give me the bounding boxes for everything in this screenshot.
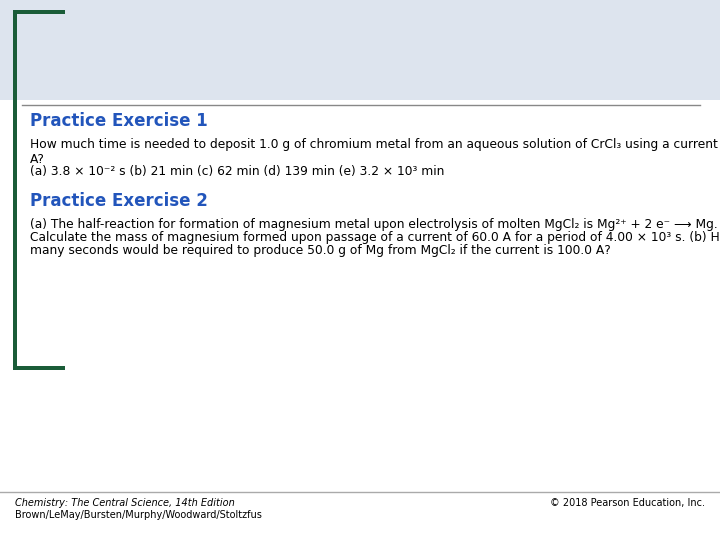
Text: Brown/LeMay/Bursten/Murphy/Woodward/Stoltzfus: Brown/LeMay/Bursten/Murphy/Woodward/Stol…	[15, 510, 262, 520]
Text: How much time is needed to deposit 1.0 g of chromium metal from an aqueous solut: How much time is needed to deposit 1.0 g…	[30, 138, 720, 151]
Text: Chemistry: The Central Science, 14th Edition: Chemistry: The Central Science, 14th Edi…	[15, 498, 235, 508]
Text: Practice Exercise 2: Practice Exercise 2	[30, 192, 208, 210]
Text: A?: A?	[30, 153, 45, 166]
Text: many seconds would be required to produce 50.0 g of Mg from MgCl₂ if the current: many seconds would be required to produc…	[30, 244, 611, 257]
Text: Relating Electrical Charge and Quantity: Relating Electrical Charge and Quantity	[360, 38, 720, 57]
Text: Practice Exercise 1: Practice Exercise 1	[30, 112, 208, 130]
Text: (a) 3.8 × 10⁻² s (b) 21 min (c) 62 min (d) 139 min (e) 3.2 × 10³ min: (a) 3.8 × 10⁻² s (b) 21 min (c) 62 min (…	[30, 165, 444, 178]
Text: of Electrolysis: of Electrolysis	[282, 60, 438, 79]
Text: Calculate the mass of magnesium formed upon passage of a current of 60.0 A for a: Calculate the mass of magnesium formed u…	[30, 231, 720, 244]
Text: Continued: Continued	[30, 82, 94, 95]
Text: © 2018 Pearson Education, Inc.: © 2018 Pearson Education, Inc.	[550, 498, 705, 508]
Text: Sample Exercise 20.14: Sample Exercise 20.14	[359, 38, 614, 57]
Text: (a) The half-reaction for formation of magnesium metal upon electrolysis of molt: (a) The half-reaction for formation of m…	[30, 218, 718, 231]
